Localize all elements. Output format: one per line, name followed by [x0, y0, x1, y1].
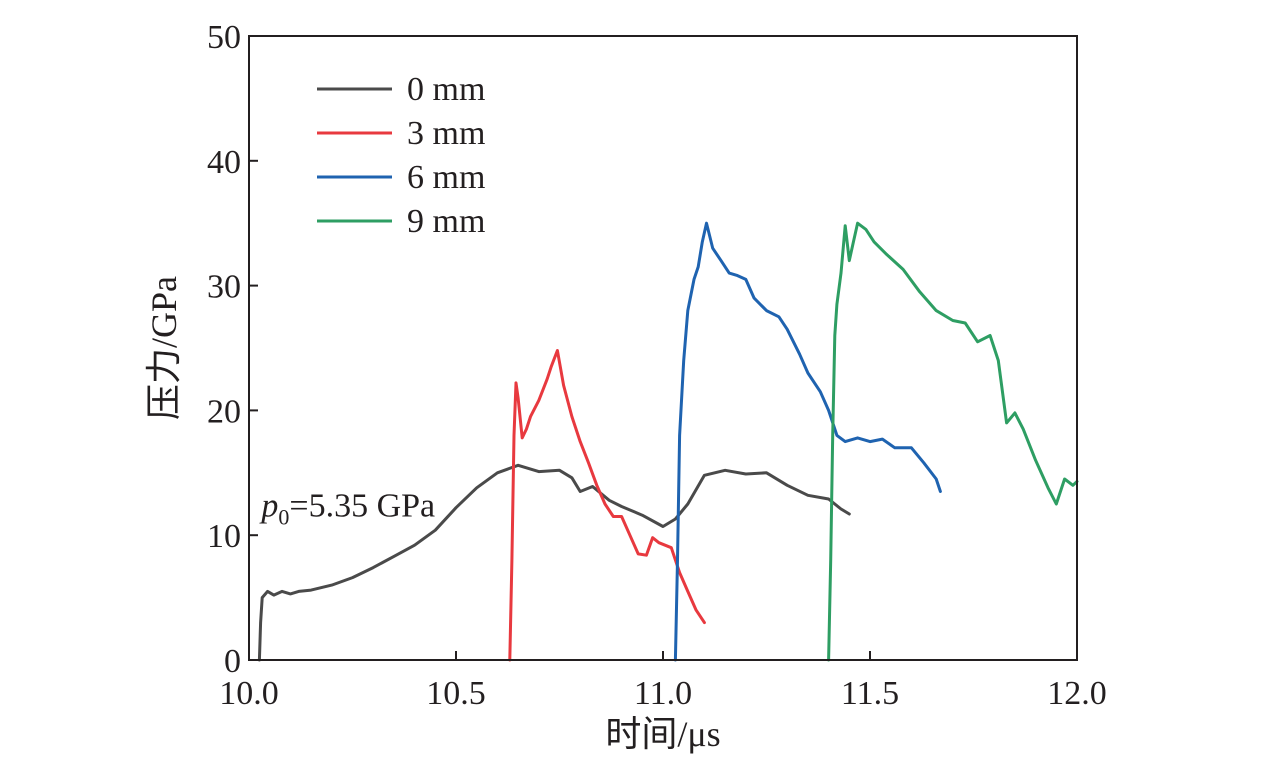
series-line-9-mm — [827, 221, 1079, 662]
legend: 0 mm 3 mm 6 mm 9 mm — [317, 71, 485, 240]
y-tick-label: 30 — [207, 269, 241, 306]
series-line-0-mm — [257, 463, 851, 662]
x-tick-label: 10.0 — [219, 675, 279, 712]
y-axis-title: 压力/GPa — [144, 276, 184, 420]
x-tick-label: 12.0 — [1047, 675, 1107, 712]
x-tick-label: 11.5 — [841, 675, 899, 712]
y-tick-label: 20 — [207, 393, 241, 430]
series-line-6-mm — [673, 221, 942, 662]
x-axis-title: 时间/μs — [605, 714, 720, 754]
annotation-value: =5.35 GPa — [289, 487, 435, 524]
ticks-layer: 10.0 10.5 11.0 11.5 12.0 0 10 20 30 40 50 — [207, 19, 1107, 712]
x-tick-label: 10.5 — [426, 675, 486, 712]
legend-label: 3 mm — [407, 115, 485, 152]
p0-annotation: p0=5.35 GPa — [259, 487, 435, 529]
series-line-3-mm — [508, 349, 706, 662]
legend-label: 9 mm — [407, 203, 485, 240]
y-tick-label: 0 — [224, 643, 241, 680]
y-tick-label: 40 — [207, 144, 241, 181]
series-layer — [257, 221, 1079, 662]
y-tick-label: 10 — [207, 518, 241, 555]
annotation-subscript: 0 — [278, 504, 289, 529]
legend-label: 0 mm — [407, 71, 485, 108]
annotation-symbol: p — [259, 487, 278, 524]
y-tick-label: 50 — [207, 19, 241, 56]
x-tick-label: 11.0 — [634, 675, 692, 712]
legend-label: 6 mm — [407, 159, 485, 196]
